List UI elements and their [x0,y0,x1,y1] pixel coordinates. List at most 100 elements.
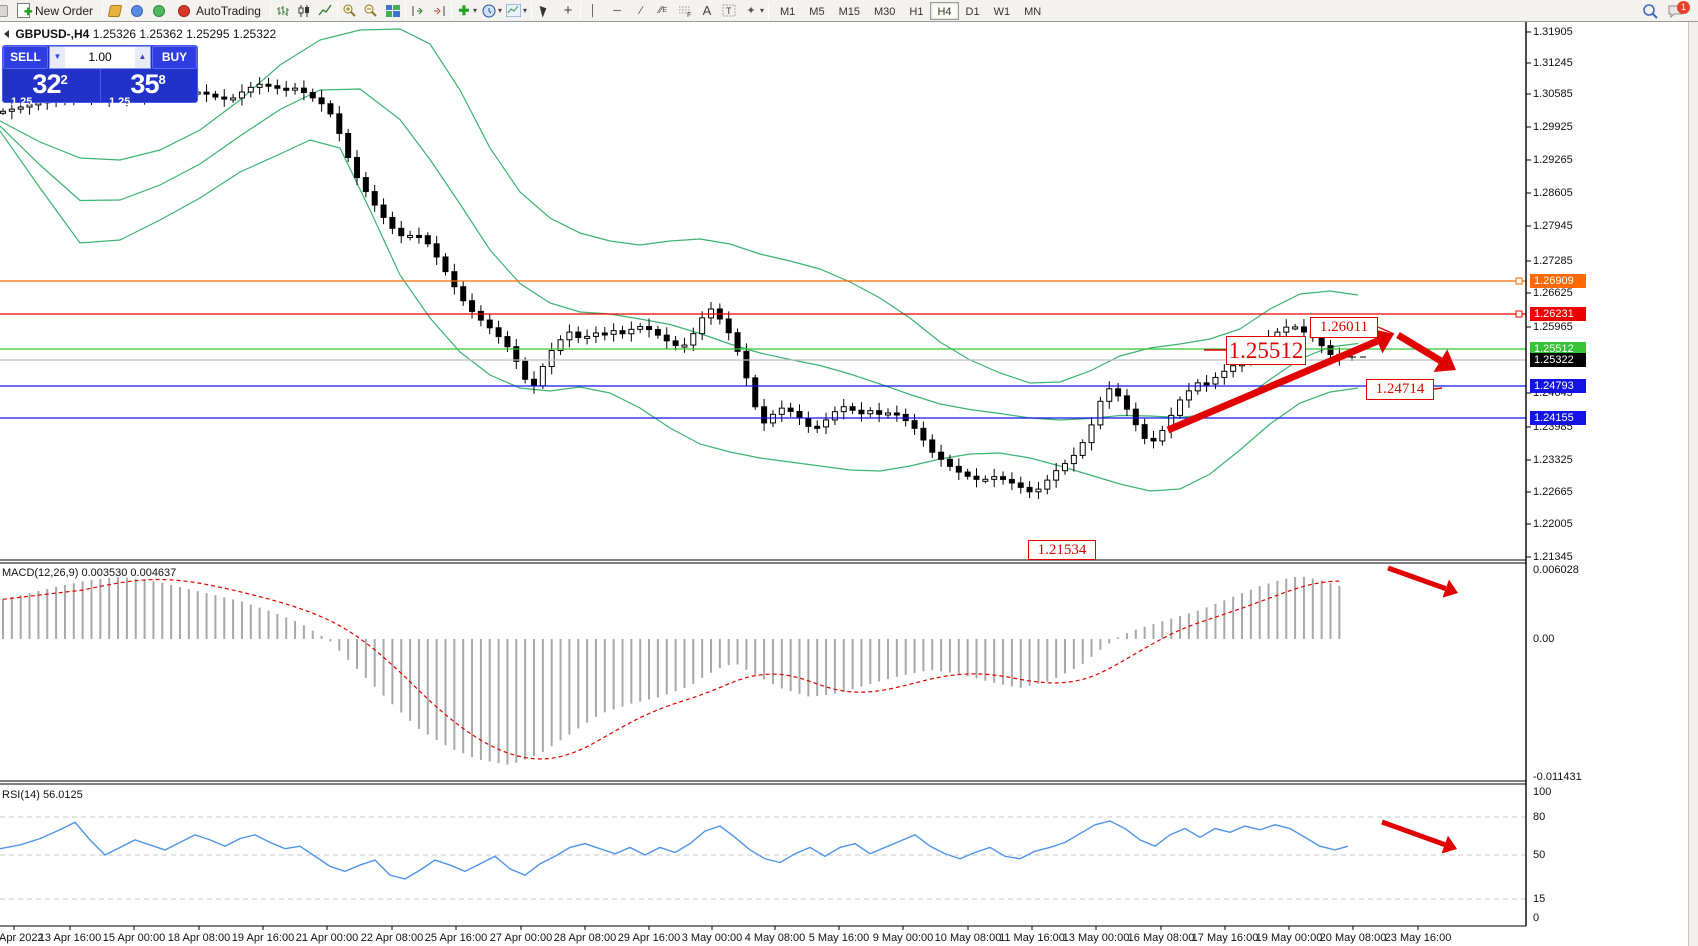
auto-scroll-icon[interactable] [431,3,447,19]
svg-text:T: T [726,6,732,16]
time-axis-tick: 22 Apr 08:00 [360,932,424,944]
upload-profile-icon[interactable] [129,3,145,19]
buy-price[interactable]: 1.25358 [100,69,197,108]
broom-icon[interactable] [107,3,123,19]
equidistant-channel-icon[interactable]: ∕∕ E [658,4,667,16]
rsi-scale-tick: 50 [1533,849,1546,861]
separator [768,1,770,20]
time-axis-tick: 19 Apr 16:00 [231,932,295,944]
time-axis-tick: 17 May 16:00 [1191,932,1259,944]
horizontal-line-icon[interactable]: ─ [613,4,621,17]
timeframe-h4[interactable]: H4 [930,1,959,20]
zoom-in-icon[interactable] [342,3,358,19]
sell-price[interactable]: 1.25322 [3,69,100,108]
time-axis-tick: 10 May 08:00 [934,932,1002,944]
sell-price-prefix: 1.25 [11,96,33,108]
volume-input[interactable]: 1.00 [88,50,112,64]
price-axis-tick: 1.22665 [1533,486,1573,498]
indicator-caret-icon[interactable]: ▾ [472,6,477,15]
tile-windows-icon[interactable] [385,3,401,19]
cursor-icon[interactable] [536,3,552,19]
symbol-info: GBPUSD-,H4 1.25326 1.25362 1.25295 1.253… [4,27,276,41]
price-axis-tick: 1.31245 [1533,57,1573,69]
vertical-line-icon[interactable]: │ [589,4,597,17]
window-edge [1688,0,1698,946]
sell-button[interactable]: SELL [3,46,48,69]
time-axis-tick: 9 May 00:00 [872,932,934,944]
text-label-icon[interactable]: T [721,3,737,19]
rsi-scale-tick: 15 [1533,893,1546,905]
separator [269,1,271,20]
autotrading-button[interactable]: AutoTrading [171,1,266,21]
price-annotation[interactable]: 1.21534 [1028,540,1096,560]
template-caret-icon[interactable]: ▾ [522,6,527,15]
price-axis-tick: 1.26625 [1533,287,1573,299]
timeframe-m30[interactable]: M30 [873,5,896,18]
new-order-label: New Order [35,3,94,18]
signal-icon[interactable] [151,3,167,19]
buy-button[interactable]: BUY [152,46,197,69]
rsi-scale-tick: 100 [1533,786,1552,798]
buy-price-pip: 8 [158,72,166,87]
price-annotation[interactable]: 1.25512 [1226,336,1306,365]
time-axis-tick: 19 May 00:00 [1255,932,1323,944]
candlestick-chart-icon[interactable] [296,3,312,19]
chart-canvas [0,22,1531,930]
rsi-scale-tick: 80 [1533,811,1546,823]
symbol-ohlc: 1.25326 1.25362 1.25295 1.25322 [92,27,277,41]
timeframe-w1[interactable]: W1 [993,5,1011,18]
sell-price-pip: 2 [60,72,68,87]
macd-scale-tick: -0.011431 [1533,771,1582,783]
time-axis-tick: 12 Apr 2022 [0,932,44,944]
crosshair-icon[interactable]: + [563,1,573,19]
volume-down-button[interactable]: ▼ [50,47,65,68]
search-icon[interactable] [1642,3,1658,19]
notification-badge: 1 [1677,0,1690,14]
bar-chart-icon[interactable] [275,3,291,19]
arrows-caret-icon[interactable]: ▾ [760,6,765,15]
separator [531,1,532,20]
price-level-label: 1.24793 [1530,379,1586,393]
price-axis-tick: 1.30585 [1533,88,1573,100]
separator [404,1,406,20]
timeframe-m5[interactable]: M5 [809,5,825,18]
period-clock-icon[interactable] [481,3,497,19]
text-icon[interactable]: A [702,2,712,18]
period-caret-icon[interactable]: ▾ [497,6,502,15]
time-axis-tick: 15 Apr 00:00 [102,932,166,944]
window-icon[interactable] [0,3,10,19]
volume-stepper: ▼ 1.00 ▲ [49,46,151,69]
new-order-button[interactable]: New Order [10,1,98,21]
notifications-icon[interactable]: 1 [1668,0,1690,19]
arrows-icon[interactable]: ✦ [746,4,756,17]
time-axis-tick: 28 Apr 08:00 [553,932,617,944]
price-annotation[interactable]: 1.24714 [1366,379,1434,400]
collapse-panel-icon[interactable] [4,30,9,38]
fibonacci-icon[interactable]: F [677,3,693,19]
time-axis-tick: 5 May 16:00 [808,932,870,944]
zoom-out-icon[interactable] [363,3,379,19]
time-axis-tick: 18 Apr 08:00 [167,932,231,944]
price-level-label: 1.25322 [1530,353,1586,367]
macd-scale-tick: 0.006028 [1533,564,1579,576]
chart-area[interactable]: GBPUSD-,H4 1.25326 1.25362 1.25295 1.253… [0,22,1698,946]
timeframe-mn[interactable]: MN [1024,5,1042,18]
add-indicator-icon[interactable]: ✚ [458,2,470,18]
trendline-icon[interactable]: ∕ [640,4,642,17]
timeframe-m15[interactable]: M15 [838,5,860,18]
price-annotation[interactable]: 1.26011 [1310,317,1378,338]
rsi-scale-tick: 0 [1533,912,1540,924]
chart-shift-icon[interactable] [410,3,426,19]
price-axis-tick: 1.21345 [1533,551,1573,563]
price-level-label: 1.26231 [1530,307,1586,321]
timeframe-m1[interactable]: M1 [780,5,796,18]
time-axis-tick: 25 Apr 16:00 [424,932,488,944]
time-axis-tick: 23 May 16:00 [1384,932,1452,944]
template-icon[interactable] [506,3,522,19]
volume-up-button[interactable]: ▲ [135,47,150,68]
time-axis-tick: 21 Apr 00:00 [295,932,359,944]
line-chart-icon[interactable] [317,3,333,19]
timeframe-h1[interactable]: H1 [909,5,924,18]
timeframe-d1[interactable]: D1 [965,5,980,18]
price-axis-tick: 1.31905 [1533,26,1573,38]
